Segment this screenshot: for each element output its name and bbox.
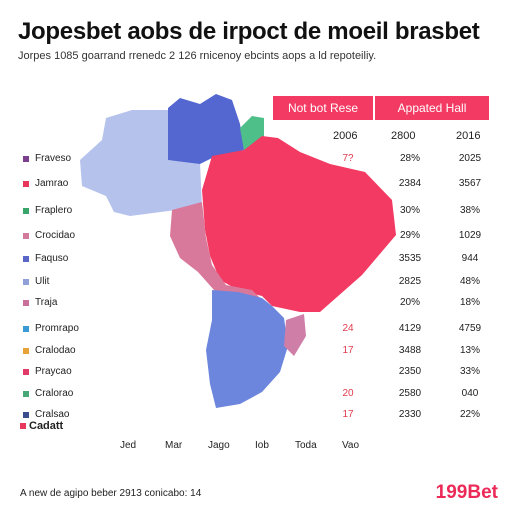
- legend-swatch: [23, 348, 29, 354]
- month-label: Jed: [120, 440, 137, 451]
- legend-label: Ulit: [35, 276, 50, 287]
- header-tab-appated-hall[interactable]: Appated Hall: [375, 96, 489, 120]
- value-cell: 944: [461, 253, 479, 264]
- value-cell: 30%: [399, 205, 420, 216]
- page-title: Jopesbet aobs de irpoct de moeil brasbet: [18, 18, 480, 45]
- value-cell: 2384: [398, 178, 422, 189]
- map-region-south[interactable]: [206, 290, 288, 408]
- legend-row: Fraveso 7? 28% 2025: [20, 153, 490, 167]
- cadatt-text: Cadatt: [29, 420, 64, 432]
- legend-row: Ulit 2825 48%: [20, 276, 490, 290]
- legend-row: Cralodao 17 3488 13%: [20, 345, 490, 359]
- legend-label: Cralodao: [35, 345, 76, 356]
- legend-row: Jamrao 2384 3567: [20, 178, 490, 192]
- legend-label: Fraplero: [35, 205, 73, 216]
- legend-label: Praycao: [35, 366, 72, 377]
- legend-label: Promrapo: [35, 323, 79, 334]
- legend-label: Fraveso: [35, 153, 72, 164]
- value-cell: 2330: [398, 409, 422, 420]
- legend-label: Cralsao: [35, 409, 70, 420]
- value-cell: 3535: [398, 253, 422, 264]
- year-label: 2800: [391, 130, 416, 142]
- map-region-far-south[interactable]: [284, 314, 306, 356]
- map-region-central-east[interactable]: [202, 136, 396, 312]
- legend-row: Traja 20% 18%: [20, 297, 490, 311]
- value-cell: 17: [342, 345, 354, 356]
- value-cell: 18%: [459, 297, 480, 308]
- legend-swatch: [23, 326, 29, 332]
- value-cell: 3488: [398, 345, 422, 356]
- legend-label: Cralorao: [35, 388, 74, 399]
- legend-swatch: [23, 181, 29, 187]
- value-cell: 2025: [458, 153, 482, 164]
- legend-swatch: [23, 156, 29, 162]
- value-cell: 2580: [398, 388, 422, 399]
- value-cell: 20: [342, 388, 354, 399]
- year-label: 2016: [456, 130, 481, 142]
- value-cell: 3567: [458, 178, 482, 189]
- legend-label: Crocidao: [35, 230, 76, 241]
- value-cell: 20%: [399, 297, 420, 308]
- value-cell: 29%: [399, 230, 420, 241]
- legend-swatch: [23, 208, 29, 214]
- value-cell: 24: [342, 323, 354, 334]
- legend-swatch: [23, 412, 29, 418]
- legend-row: Crocidao 29% 1029: [20, 230, 490, 244]
- legend-row: Faquso 3535 944: [20, 253, 490, 267]
- legend-row: Promrapo 24 4129 4759: [20, 323, 490, 337]
- page-subtitle: Jorpes 1085 goarrand rrenedc 2 126 rnice…: [18, 50, 377, 62]
- legend-swatch: [23, 233, 29, 239]
- cadatt-label: Cadatt: [20, 420, 63, 432]
- month-label: Iob: [255, 440, 269, 451]
- month-label: Mar: [165, 440, 183, 451]
- value-cell: 7?: [342, 153, 354, 164]
- value-cell: 33%: [459, 366, 480, 377]
- footnote: A new de agipo beber 2913 conicabo: 14: [20, 488, 202, 499]
- value-cell: 1029: [458, 230, 482, 241]
- legend-swatch: [23, 369, 29, 375]
- value-cell: 040: [461, 388, 479, 399]
- legend-swatch: [23, 256, 29, 262]
- value-cell: 13%: [459, 345, 480, 356]
- value-cell: 4759: [458, 323, 482, 334]
- value-cell: 2350: [398, 366, 422, 377]
- header-tab-not-bot-rese[interactable]: Not bot Rese: [273, 96, 373, 120]
- legend-swatch: [23, 279, 29, 285]
- value-cell: 28%: [399, 153, 420, 164]
- value-cell: 48%: [459, 276, 480, 287]
- legend-label: Faquso: [35, 253, 69, 264]
- legend-row: Fraplero 30% 38%: [20, 205, 490, 219]
- map-region-central-west[interactable]: [170, 202, 272, 312]
- brand-logo[interactable]: 199Bet: [435, 482, 498, 503]
- legend-row: Cralsao 17 2330 22%: [20, 409, 490, 423]
- month-label: Jago: [208, 440, 230, 451]
- value-cell: 17: [342, 409, 354, 420]
- map-region-north-west[interactable]: [80, 110, 202, 216]
- month-label: Vao: [342, 440, 360, 451]
- legend-swatch: [23, 391, 29, 397]
- legend-swatch: [23, 300, 29, 306]
- value-cell: 38%: [459, 205, 480, 216]
- legend-row: Praycao 2350 33%: [20, 366, 490, 380]
- month-label: Toda: [295, 440, 317, 451]
- cadatt-swatch: [20, 423, 26, 430]
- legend-label: Traja: [35, 297, 58, 308]
- value-cell: 4129: [398, 323, 422, 334]
- value-cell: 22%: [459, 409, 480, 420]
- value-cell: 2825: [398, 276, 422, 287]
- year-label: 2006: [333, 130, 358, 142]
- legend-label: Jamrao: [35, 178, 69, 189]
- map-region-north-central[interactable]: [168, 94, 244, 164]
- legend-row: Cralorao 20 2580 040: [20, 388, 490, 402]
